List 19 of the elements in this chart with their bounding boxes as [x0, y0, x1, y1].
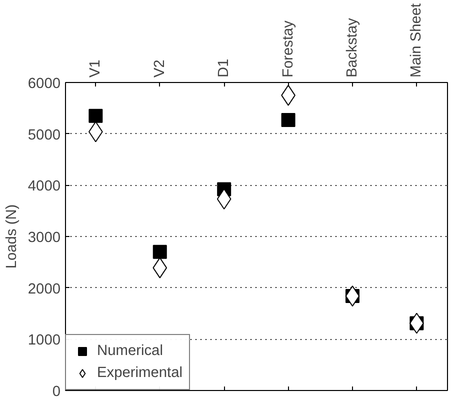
x-tick-label: Main Sheet — [408, 3, 425, 78]
point — [88, 108, 103, 123]
y-tick-label: 3000 — [28, 230, 61, 246]
point — [281, 112, 296, 127]
y-tick-label: 0 — [52, 384, 61, 400]
x-tick-label: D1 — [216, 58, 232, 78]
y-tick-label: 5000 — [28, 127, 61, 144]
x-tick-label: V1 — [88, 60, 104, 78]
y-axis-title: Loads (N) — [4, 204, 20, 269]
y-tick-label: 1000 — [28, 332, 61, 349]
y-tick-label: 4000 — [28, 178, 61, 195]
y-tick-label: 2000 — [28, 281, 61, 298]
x-tick-label: V2 — [152, 60, 168, 78]
legend-label: Experimental — [97, 365, 183, 381]
legend-label: Numerical — [97, 343, 163, 359]
y-tick-label: 6000 — [28, 76, 61, 92]
x-tick-label: Backstay — [344, 17, 360, 78]
x-tick-label: Forestay — [280, 20, 296, 78]
point — [152, 244, 167, 259]
